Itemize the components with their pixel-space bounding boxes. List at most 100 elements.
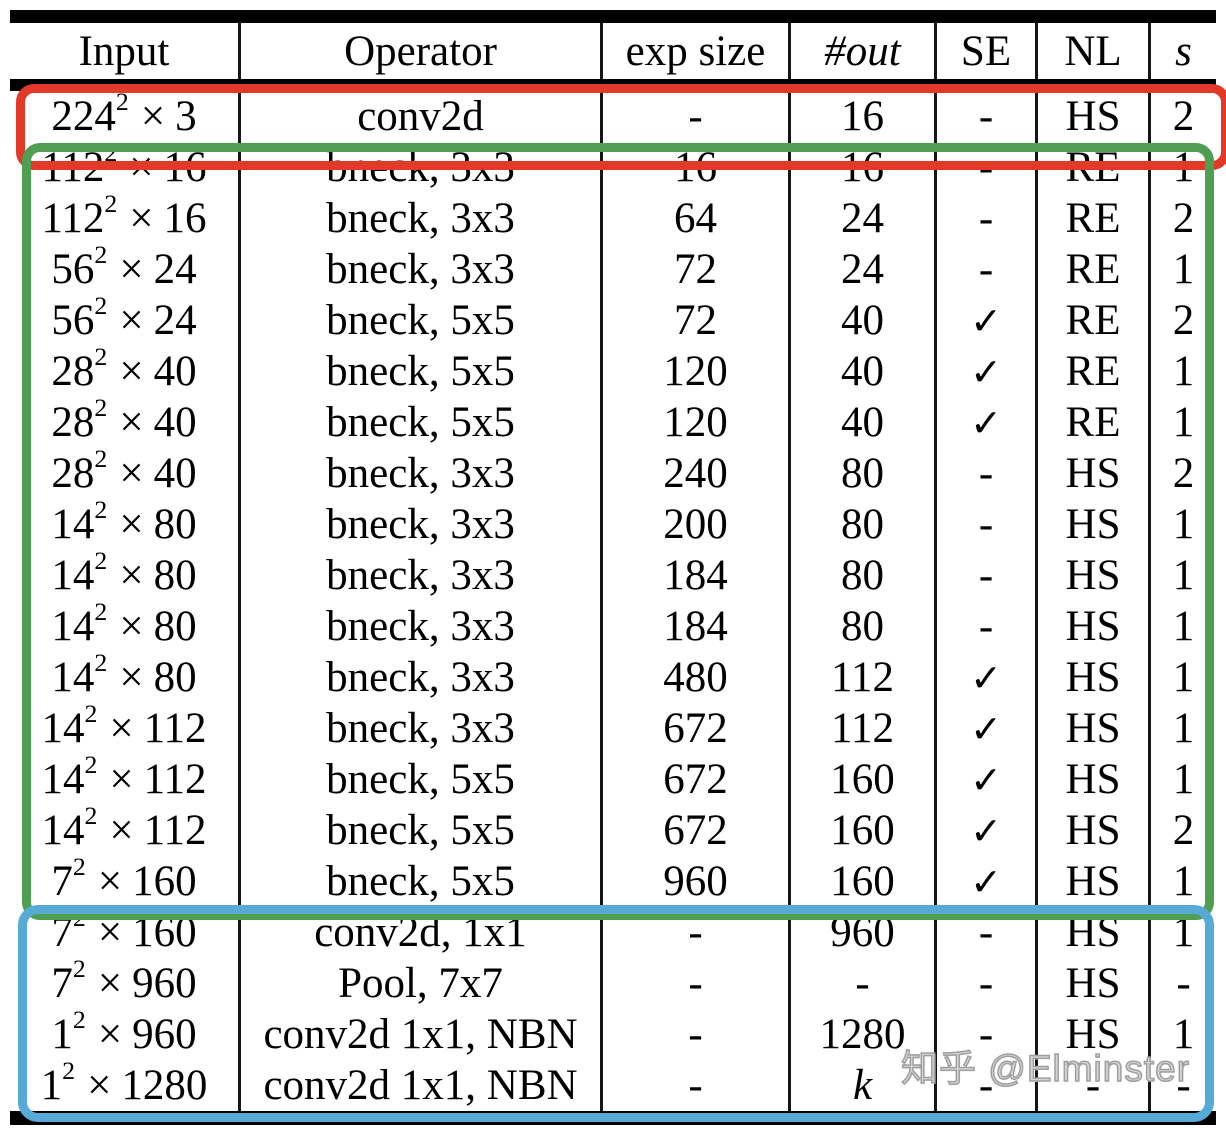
table-row: 112 2 × 16 bneck, 3x3 64 24- RE 2 (10, 191, 1216, 244)
cell-se: - (934, 1060, 1035, 1111)
input-channels: 160 (132, 858, 197, 905)
table-row: 56 2 × 24 bneck, 3x3 72 24- RE 1 (10, 242, 1216, 295)
cell-stride: 1 (1148, 244, 1216, 295)
cell-exp-size: 960 (600, 856, 788, 907)
cell-stride: 2 (1148, 91, 1216, 142)
multiply-symbol: × (87, 1062, 112, 1109)
cell-exp-size: - (600, 958, 788, 1009)
cell-operator: bneck, 3x3 (238, 550, 600, 601)
input-resolution: 28 (51, 399, 95, 446)
input-squared-superscript: 2 (72, 852, 86, 882)
cell-exp-size: 480 (600, 652, 788, 703)
cell-input: 14 2 × 112 (10, 701, 238, 754)
cell-nl: - (1035, 1060, 1148, 1111)
table-row: 14 2 × 80 bneck, 3x3 200 80- HS 1 (10, 495, 1216, 550)
input-channels: 960 (132, 960, 197, 1007)
column-header-se: SE (934, 23, 1035, 79)
checkmark-icon: ✓ (934, 703, 1035, 754)
multiply-symbol: × (129, 195, 154, 242)
column-header-operator: Operator (238, 23, 600, 79)
input-squared-superscript: 2 (62, 1056, 76, 1086)
input-channels: 160 (132, 909, 197, 956)
cell-input: 28 2 × 40 (10, 344, 238, 397)
table-row: 14 2 × 112 bneck, 3x3 672 112 ✓ HS 1 (10, 701, 1216, 754)
input-channels: 16 (163, 195, 207, 242)
table-row: 28 2 × 40 bneck, 5x5 120 40 ✓ RE 1 (10, 344, 1216, 397)
cell-stride: - (1148, 958, 1216, 1009)
cell-se: - (934, 499, 1035, 550)
cell-operator: bneck, 3x3 (238, 193, 600, 244)
watermark-text: 知乎 @Elminster (900, 1048, 1191, 1090)
cell-input: 14 2 × 80 (10, 597, 238, 652)
input-channels: 80 (153, 654, 197, 701)
input-squared-superscript: 2 (72, 954, 86, 984)
column-header-input: Input (78, 27, 170, 75)
cell-operator: Pool, 7x7 (238, 958, 600, 1009)
cell-input: 14 2 × 112 (10, 803, 238, 856)
cell-exp-size: 120 (600, 346, 788, 397)
input-resolution: 14 (51, 552, 95, 599)
cell-se: - (934, 193, 1035, 244)
cell-se: - (934, 142, 1035, 193)
cell-stride: 1 (1148, 652, 1216, 703)
multiply-symbol: × (119, 450, 144, 497)
cell-nl: HS (1035, 652, 1148, 703)
cell-operator: bneck, 3x3 (238, 703, 600, 754)
input-resolution: 28 (51, 450, 95, 497)
cell-nl: HS (1035, 703, 1148, 754)
input-squared-superscript: 2 (94, 597, 108, 627)
multiply-symbol: × (109, 705, 134, 752)
cell-exp-size: 184 (600, 601, 788, 652)
cell-input: 28 2 × 40 (10, 395, 238, 448)
cell-nl: RE (1035, 397, 1148, 448)
cell-nl: HS (1035, 958, 1148, 1009)
multiply-symbol: × (97, 909, 123, 956)
input-resolution: 56 (51, 297, 95, 344)
cell-exp-size: 672 (600, 805, 788, 856)
multiply-symbol: × (119, 501, 144, 548)
table-row: 14 2 × 112 bneck, 5x5 672 160 ✓ HS 2 (10, 803, 1216, 856)
cell-se: - (934, 907, 1035, 958)
input-channels: 80 (153, 603, 197, 650)
cell-out: 16 (788, 142, 934, 193)
cell-nl: HS (1035, 91, 1148, 142)
cell-input: 14 2 × 80 (10, 495, 238, 550)
input-resolution: 7 (51, 909, 73, 956)
cell-stride: 2 (1148, 295, 1216, 346)
input-resolution: 112 (41, 144, 105, 191)
cell-out: 80 (788, 448, 934, 499)
input-resolution: 224 (51, 93, 116, 140)
table-row: 14 2 × 80 bneck, 3x3 184 80- HS 1 (10, 548, 1216, 601)
cell-operator: bneck, 5x5 (238, 754, 600, 805)
cell-nl: HS (1035, 601, 1148, 652)
column-header-nl: NL (1035, 23, 1148, 79)
cell-out: 960 (788, 907, 934, 958)
cell-out: 112 (788, 703, 934, 754)
cell-exp-size: 240 (600, 448, 788, 499)
input-squared-superscript: 2 (115, 87, 129, 117)
cell-stride: 1 (1148, 703, 1216, 754)
cell-operator: bneck, 5x5 (238, 805, 600, 856)
cell-stride: 1 (1148, 601, 1216, 652)
cell-exp-size: 120 (600, 397, 788, 448)
cell-input: 28 2 × 40 (10, 446, 238, 499)
input-squared-superscript: 2 (94, 648, 108, 678)
cell-out: 160 (788, 856, 934, 907)
cell-exp-size: 72 (600, 244, 788, 295)
cell-operator: bneck, 3x3 (238, 244, 600, 295)
input-squared-superscript: 2 (94, 495, 108, 525)
table-row: 14 2 × 112 bneck, 5x5 672 160 ✓ HS 1 (10, 752, 1216, 805)
cell-exp-size: 672 (600, 703, 788, 754)
cell-out: 40 (788, 397, 934, 448)
input-resolution: 14 (51, 603, 95, 650)
column-header-s: s (1148, 23, 1216, 79)
cell-out: 80 (788, 601, 934, 652)
multiply-symbol: × (140, 93, 166, 140)
table-row: 28 2 × 40 bneck, 5x5 120 40 ✓ RE 1 (10, 395, 1216, 448)
cell-nl: RE (1035, 193, 1148, 244)
cell-stride: 2 (1148, 805, 1216, 856)
cell-input: 112 2 × 16 (10, 140, 238, 193)
